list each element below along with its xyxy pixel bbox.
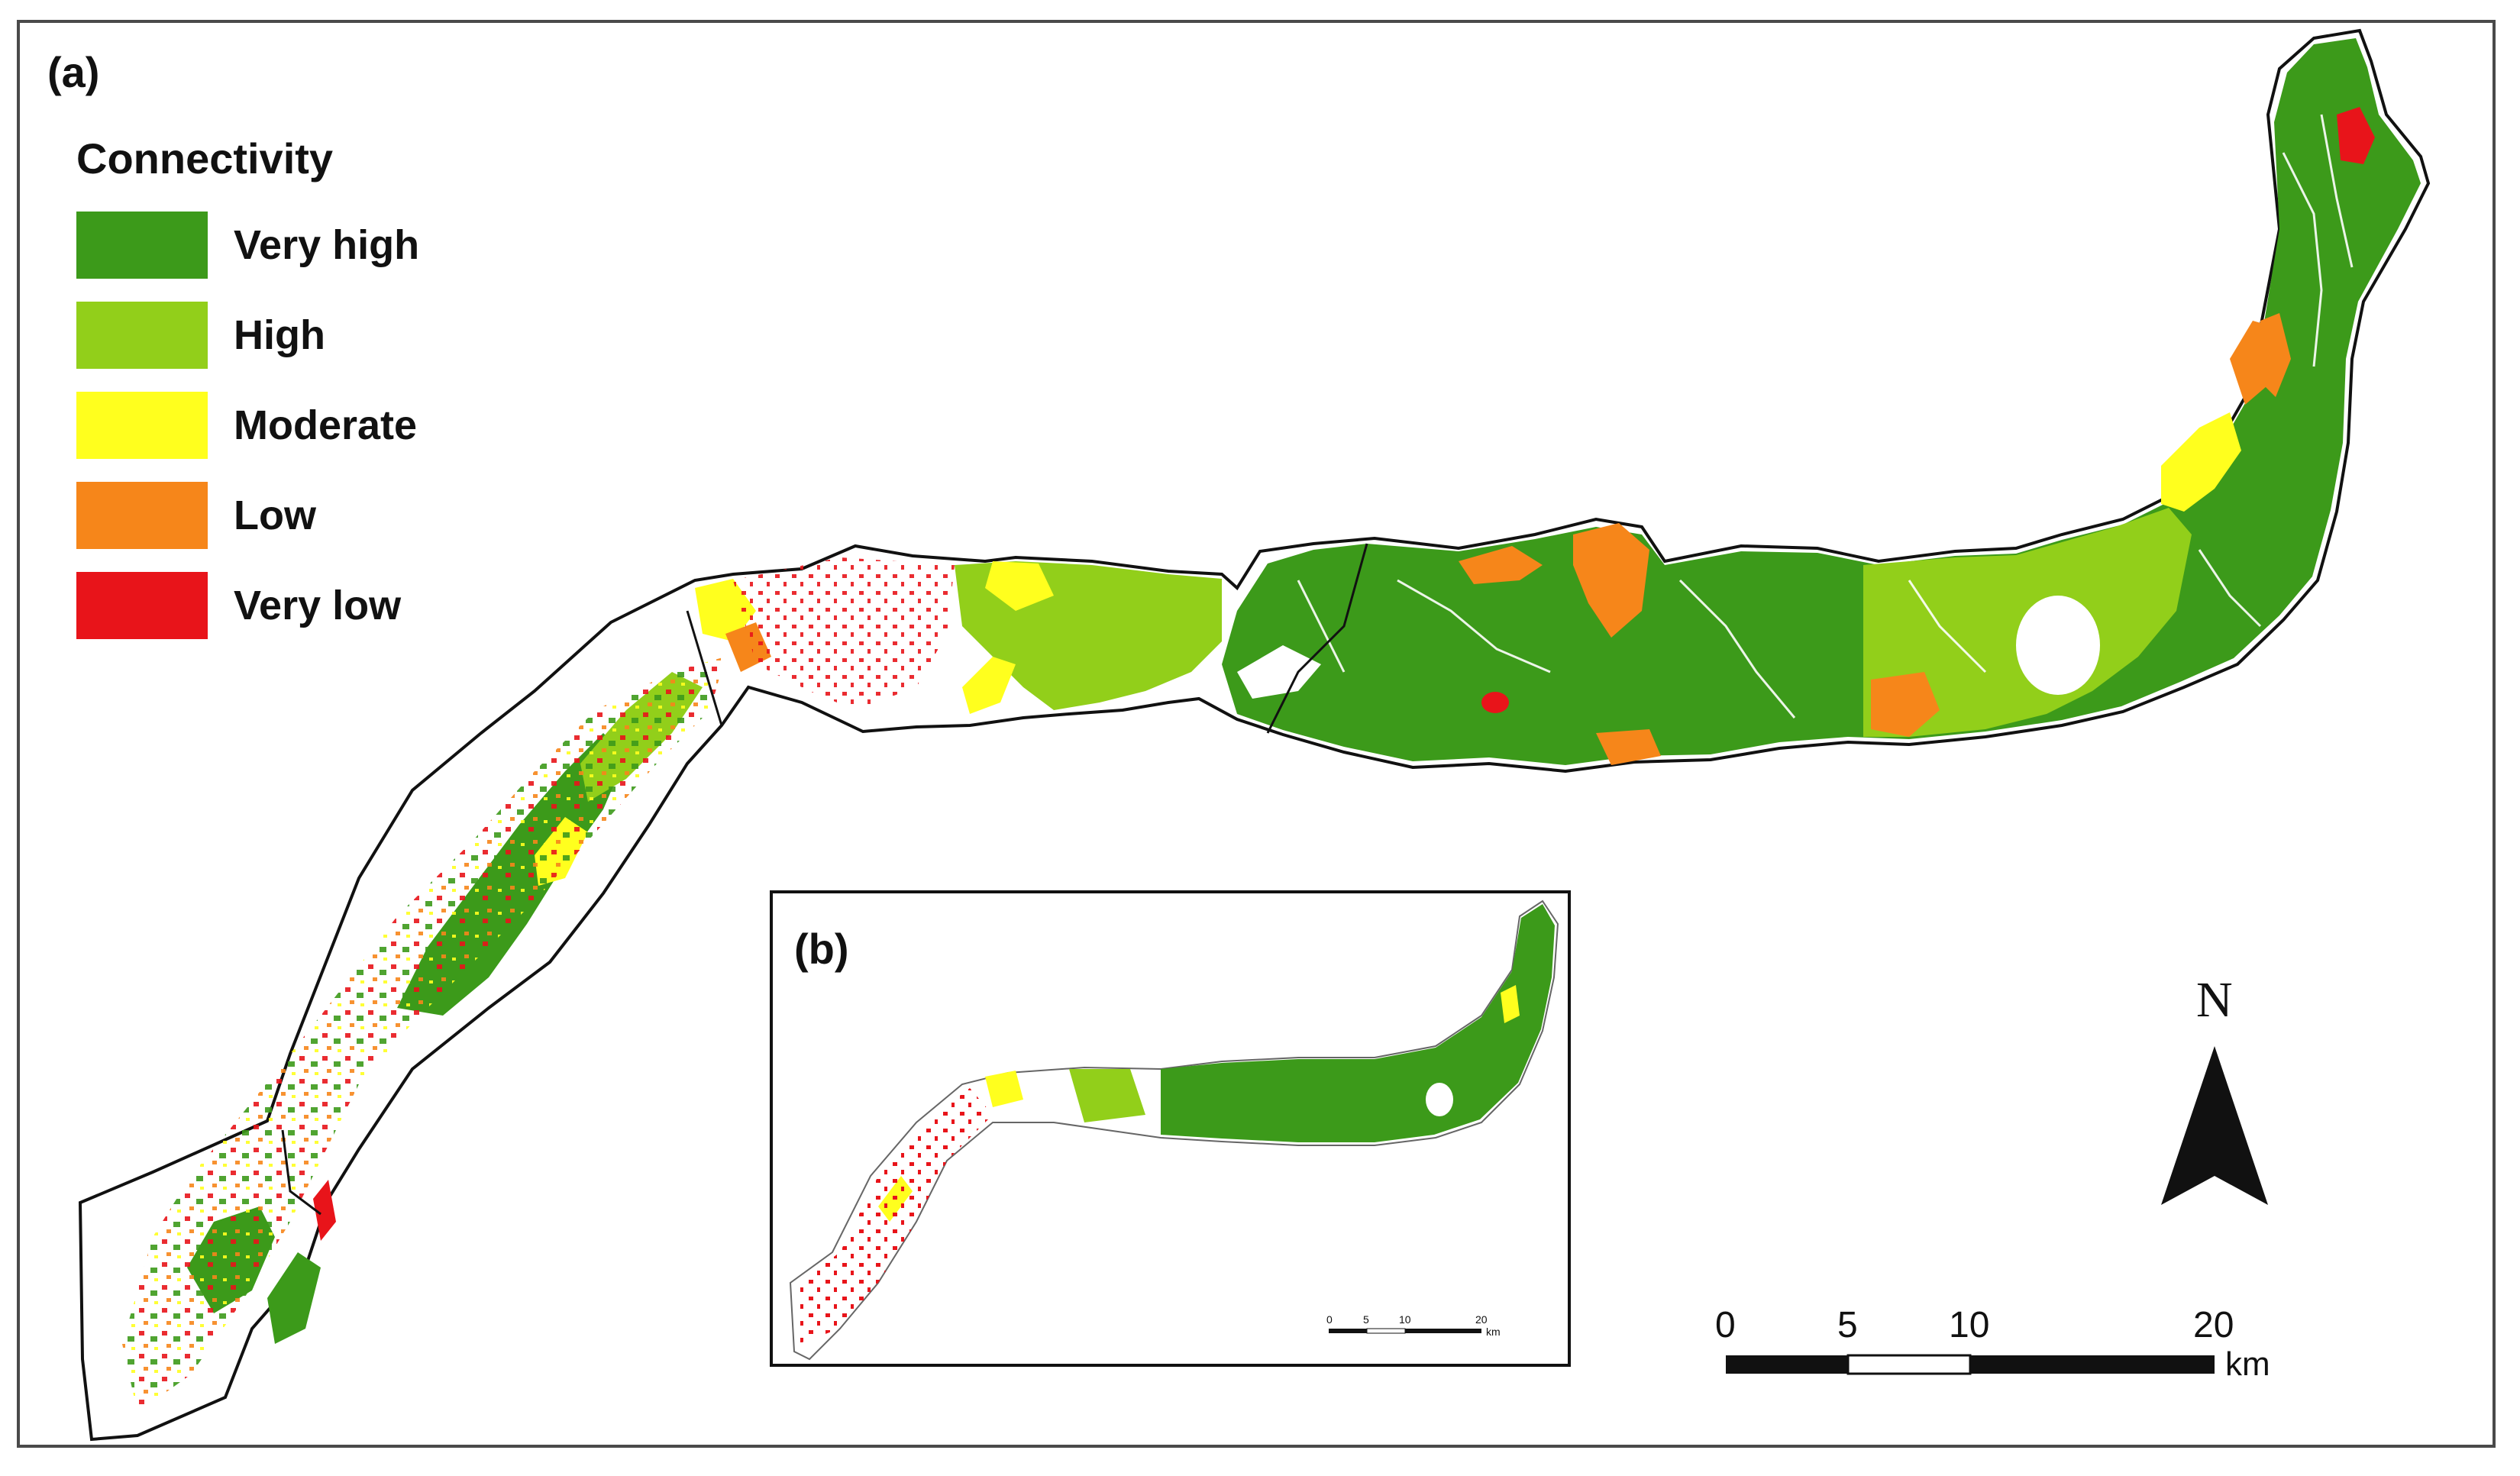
legend-item-high: High <box>76 290 419 380</box>
panel-label-b: (b) <box>794 925 849 973</box>
scale-unit: km <box>2225 1345 2270 1383</box>
scatter-north-west <box>733 557 955 710</box>
scale-bar <box>1726 1354 2215 1375</box>
inset-scale-tick-20: 20 <box>1475 1313 1488 1326</box>
inset-scale-tick-0: 0 <box>1326 1313 1333 1326</box>
inset-moderate <box>1501 985 1520 1023</box>
legend-item-very-low: Very low <box>76 560 419 651</box>
scale-tick-0: 0 <box>1715 1305 1736 1345</box>
legend-swatch-high <box>76 302 208 369</box>
legend-label-low: Low <box>234 493 316 538</box>
legend-label-very-low: Very low <box>234 583 402 628</box>
inset-lake <box>1426 1083 1453 1116</box>
zone-moderate-mid <box>962 657 1016 714</box>
legend-label-moderate: Moderate <box>234 402 418 448</box>
zone-very-low-central <box>1481 692 1509 713</box>
legend-item-very-high: Very high <box>76 200 419 290</box>
lake-east <box>2016 596 2100 695</box>
scatter-west <box>122 657 725 1413</box>
zone-low-central <box>1573 523 1649 638</box>
legend-swatch-very-high <box>76 212 208 279</box>
zone-very-low-ne <box>2337 107 2375 164</box>
inset-very-high <box>1161 904 1555 1142</box>
lake-central <box>1237 645 1321 699</box>
scale-tick-5: 5 <box>1837 1305 1858 1345</box>
zone-low-south <box>1596 729 1661 765</box>
scale-tick-20: 20 <box>2193 1305 2234 1345</box>
legend-item-moderate: Moderate <box>76 380 419 470</box>
inset-moderate-west <box>985 1071 1023 1107</box>
zone-very-low-southwest <box>313 1180 336 1241</box>
legend-item-low: Low <box>76 470 419 560</box>
legend-label-very-high: Very high <box>234 222 420 268</box>
inset-high <box>1069 1069 1145 1122</box>
zone-very-high-sw2 <box>267 1252 321 1344</box>
inset-scale-tick-5: 5 <box>1363 1313 1369 1326</box>
legend-swatch-moderate <box>76 392 208 459</box>
scale-tick-10: 10 <box>1949 1305 1990 1345</box>
legend: Connectivity Very high High Moderate Low… <box>76 134 419 651</box>
zone-moderate-ne <box>2161 412 2241 512</box>
panel-label-a: (a) <box>47 48 100 96</box>
inset-panel <box>770 890 1571 1367</box>
inset-scale-unit: km <box>1486 1326 1501 1338</box>
legend-swatch-low <box>76 482 208 549</box>
legend-label-high: High <box>234 312 325 358</box>
zone-moderate-central <box>985 561 1054 611</box>
zone-low-east-south <box>1871 672 1940 737</box>
study-area-boundary <box>78 28 2431 1442</box>
north-arrow-icon <box>2161 1046 2268 1205</box>
district-boundaries <box>281 543 1368 1216</box>
stream-lines <box>1297 114 2354 719</box>
study-area-main <box>78 28 2431 1442</box>
legend-title: Connectivity <box>76 134 334 182</box>
inset-scatter <box>798 1088 993 1344</box>
zone-low-north <box>1459 546 1543 584</box>
inset-scale-tick-10: 10 <box>1399 1313 1411 1326</box>
legend-swatch-very-low <box>76 572 208 639</box>
north-label: N <box>2196 972 2233 1028</box>
inset-scale-bar <box>1329 1328 1481 1334</box>
zone-low-ne2 <box>2260 313 2291 397</box>
